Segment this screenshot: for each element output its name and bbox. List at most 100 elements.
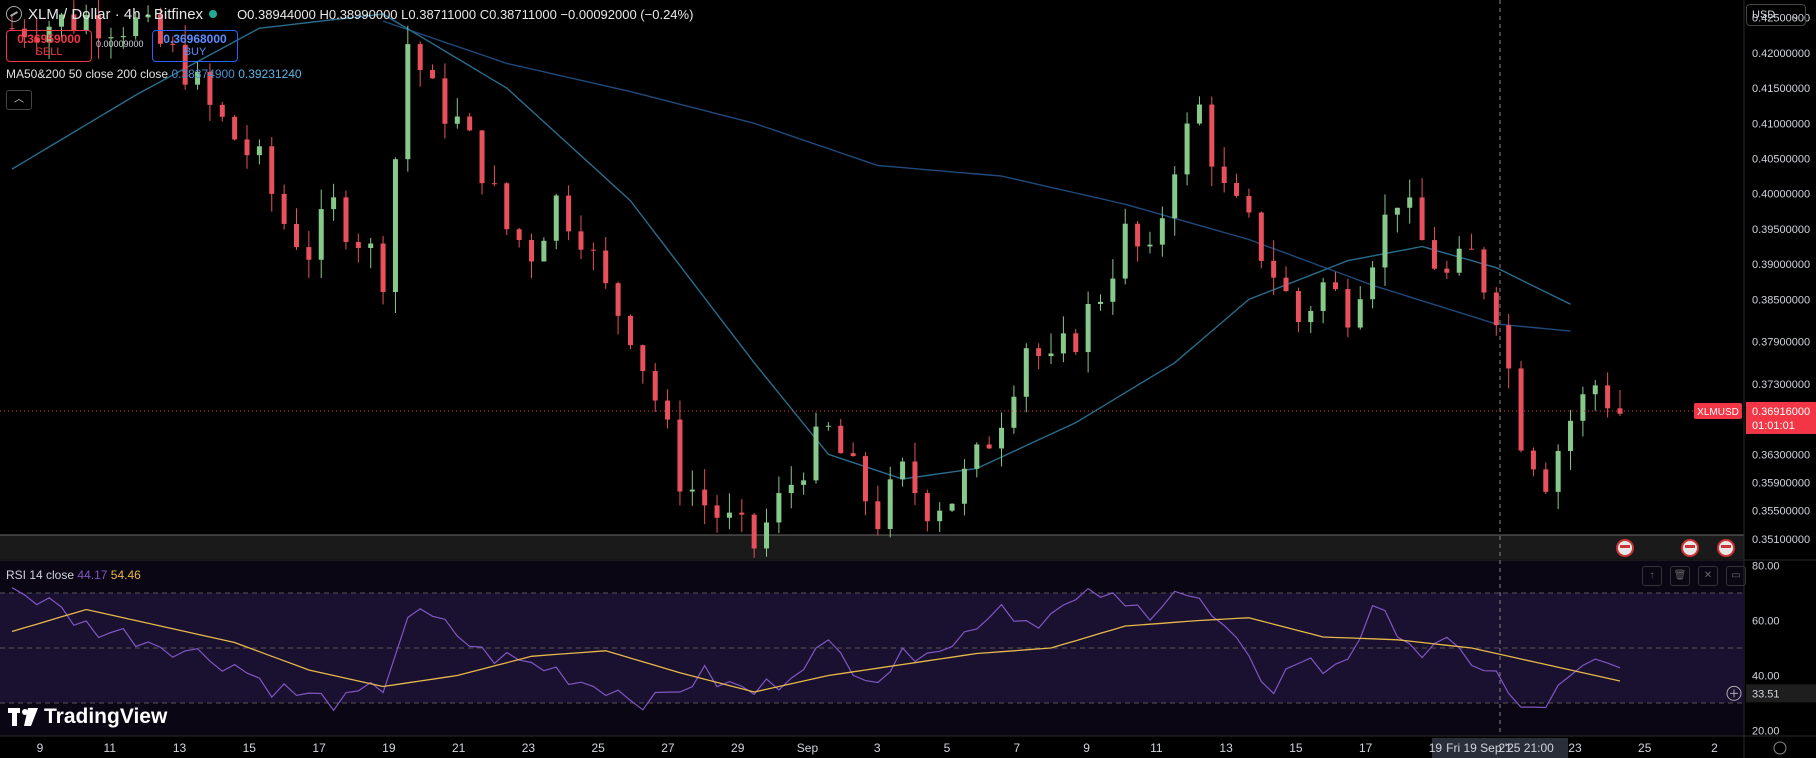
time-tick-label: 15 — [1289, 741, 1303, 755]
candle-body — [343, 197, 349, 243]
crosshair-date-label: Fri 19 Sep '25 21:00 — [1446, 741, 1554, 755]
stellar-logo-icon — [6, 6, 22, 22]
candle-body — [1295, 291, 1301, 323]
currency-selector[interactable]: USD ⌄ — [1746, 4, 1806, 26]
candle-body — [96, 15, 102, 39]
symbol-tag-bg — [1694, 402, 1742, 419]
time-tick-label: 13 — [173, 741, 187, 755]
price-tick-label: 0.41000000 — [1752, 118, 1810, 130]
candle-body — [1234, 182, 1240, 196]
candle-body — [900, 461, 906, 480]
candle-body — [751, 514, 757, 549]
candle-body — [1333, 282, 1339, 290]
candle-body — [21, 28, 27, 38]
candle-body — [652, 371, 658, 401]
candle-body — [825, 425, 831, 427]
crosshair: Fri 19 Sep '25 21:00 — [1432, 0, 1568, 758]
candle-body — [58, 14, 64, 27]
candle-body — [46, 26, 52, 43]
candle-body — [1246, 195, 1252, 213]
sell-button[interactable]: 0.36959000 SELL — [6, 30, 92, 62]
rsi-pane-tools: ↑ 🗑 ✕ ▭ — [1642, 566, 1746, 586]
candle-body — [1530, 450, 1536, 470]
candle-body — [1308, 310, 1314, 323]
candle-body — [1382, 214, 1388, 268]
close-icon[interactable]: ✕ — [1698, 566, 1718, 586]
move-up-icon[interactable]: ↑ — [1642, 566, 1662, 586]
candle-body — [71, 14, 77, 31]
candle-body — [627, 315, 633, 346]
candle-body — [689, 489, 695, 492]
ma50-path — [11, 13, 1571, 480]
maximize-icon[interactable]: ▭ — [1726, 566, 1746, 586]
time-tick-label: 19 — [382, 741, 396, 755]
candle-body — [1060, 333, 1066, 354]
rsi-ma-path — [11, 608, 1621, 693]
time-tick-label: 5 — [944, 741, 951, 755]
candle-body — [862, 456, 868, 502]
time-tick-label: 23 — [1568, 741, 1582, 755]
candle-body — [1568, 420, 1574, 451]
candle-body — [219, 104, 225, 117]
collapse-legend-button[interactable]: ︿ — [6, 90, 32, 110]
tradingview-logo[interactable]: TradingView — [8, 705, 167, 729]
candle-body — [306, 247, 312, 260]
rsi-legend[interactable]: RSI 14 close 44.17 54.46 — [6, 568, 141, 582]
candle-body — [516, 229, 522, 240]
candle-body — [454, 116, 460, 124]
candle-body — [1543, 469, 1549, 492]
rsi-current-bg — [1746, 684, 1816, 703]
candle-body — [380, 243, 386, 293]
ma-legend[interactable]: MA50&200 50 close 200 close 0.38374900 0… — [6, 67, 302, 81]
sell-label: SELL — [35, 46, 63, 58]
candle-body — [1456, 248, 1462, 273]
last-price-tag: XLMUSD 0.36916000 01:01:01 — [0, 401, 1816, 434]
brand-name: TradingView — [44, 705, 168, 728]
symbol-title[interactable]: XLM / Dollar · 4h · Bitfinex — [28, 5, 204, 23]
candle-body — [430, 69, 436, 79]
candle-body — [281, 193, 287, 224]
price-axis[interactable]: 0.42500000 0.42000000 0.41500000 0.41000000… — [1752, 13, 1810, 546]
candle-body — [1172, 174, 1178, 219]
candle-body — [293, 223, 299, 248]
candle-body — [1110, 278, 1116, 302]
candle-body — [1036, 348, 1042, 357]
ma-legend-label: MA50&200 50 close 200 close — [6, 67, 169, 81]
time-tick-label: 17 — [1359, 741, 1373, 755]
price-tick-label: 0.35900000 — [1752, 478, 1810, 490]
candle-body — [1221, 166, 1227, 183]
candle-body — [578, 231, 584, 250]
delete-icon[interactable]: 🗑 — [1670, 566, 1690, 586]
candle-body — [1469, 248, 1475, 250]
price-tick-label: 0.40500000 — [1752, 153, 1810, 165]
candle-body — [491, 183, 497, 185]
candle-body — [603, 250, 609, 284]
candle-body — [912, 461, 918, 494]
candle-body — [1196, 104, 1202, 124]
spread-value: 0.00009000 — [96, 39, 144, 49]
price-tick-label: 0.37300000 — [1752, 379, 1810, 391]
symbol-tag: XLMUSD — [1697, 407, 1739, 418]
candle-body — [739, 512, 745, 515]
rsi-axis[interactable]: 80.00 60.00 40.00 20.00 33.51 — [1726, 561, 1816, 738]
event-icons[interactable] — [1616, 539, 1735, 557]
time-tick-label: 29 — [731, 741, 745, 755]
candle-body — [640, 345, 646, 372]
rsi-lines — [11, 587, 1621, 712]
ma200-value: 0.39231240 — [238, 67, 302, 81]
price-tick-label: 0.37900000 — [1752, 337, 1810, 349]
flag-stripe — [1620, 545, 1630, 548]
time-tick-label: 25 — [1638, 741, 1652, 755]
candle-body — [875, 501, 881, 530]
candle-body — [541, 240, 547, 262]
candle-body — [1122, 223, 1128, 279]
candle-body — [764, 522, 770, 549]
candle-body — [801, 480, 807, 485]
candle-body — [1184, 123, 1190, 175]
candle-body — [442, 78, 448, 124]
buy-button[interactable]: 0.36968000 BUY — [152, 30, 238, 62]
candle-body — [1345, 289, 1351, 328]
time-tick-label: 13 — [1219, 741, 1233, 755]
time-axis[interactable]: 9 11 13 15 17 19 21 23 25 27 29 Sep 3 5 7 9 11 13 15 17 19 21… — [37, 741, 1787, 755]
